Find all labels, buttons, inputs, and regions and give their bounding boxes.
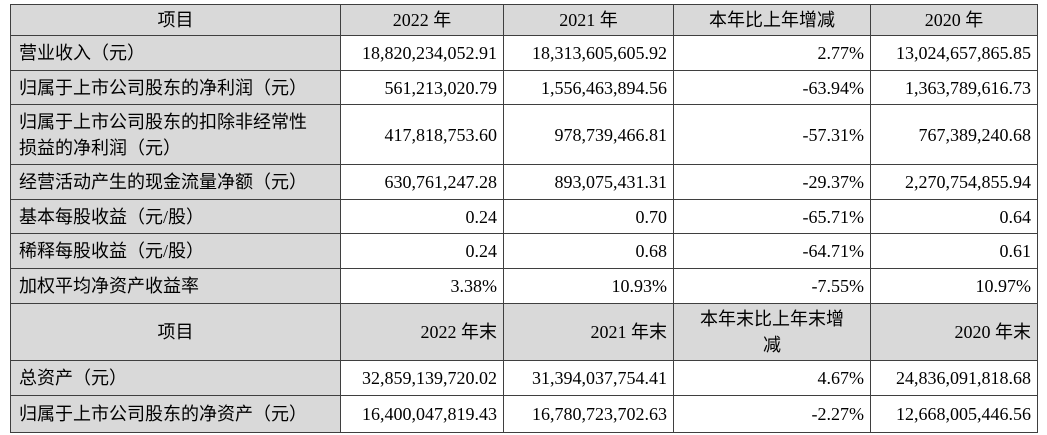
annual-header-row: 项目 2022 年 2021 年 本年比上年增减 2020 年 bbox=[10, 4, 1038, 36]
row-label: 总资产（元） bbox=[10, 360, 341, 396]
row-label: 稀释每股收益（元/股） bbox=[10, 233, 341, 269]
eoy-header-row: 项目 2022 年末 2021 年末 本年末比上年末增 减 2020 年末 bbox=[10, 303, 1038, 361]
header-cell-2021: 2021 年 bbox=[503, 4, 674, 36]
value-2020: 0.61 bbox=[870, 233, 1038, 269]
row-label: 归属于上市公司股东的扣除非经常性 损益的净利润（元） bbox=[10, 104, 341, 165]
value-change: -57.31% bbox=[673, 104, 871, 165]
value-change: -63.94% bbox=[673, 70, 871, 105]
value-2021: 31,394,037,754.41 bbox=[503, 360, 674, 396]
row-weighted-avg-roe: 加权平均净资产收益率 3.38% 10.93% -7.55% 10.97% bbox=[10, 268, 1038, 304]
row-label: 归属于上市公司股东的净资产（元） bbox=[10, 395, 341, 433]
value-change: -64.71% bbox=[673, 233, 871, 269]
value-2022: 417,818,753.60 bbox=[340, 104, 504, 165]
value-change: -65.71% bbox=[673, 199, 871, 234]
value-2020: 24,836,091,818.68 bbox=[870, 360, 1038, 396]
value-2022: 32,859,139,720.02 bbox=[340, 360, 504, 396]
row-label: 基本每股收益（元/股） bbox=[10, 199, 341, 234]
value-2021: 18,313,605,605.92 bbox=[503, 35, 674, 71]
value-2022: 18,820,234,052.91 bbox=[340, 35, 504, 71]
value-2020: 767,389,240.68 bbox=[870, 104, 1038, 165]
value-2022: 0.24 bbox=[340, 199, 504, 234]
value-2021: 893,075,431.31 bbox=[503, 164, 674, 200]
key-financials-table: 项目 2022 年 2021 年 本年比上年增减 2020 年 营业收入（元） … bbox=[10, 4, 1038, 433]
value-change: -29.37% bbox=[673, 164, 871, 200]
value-2021: 16,780,723,702.63 bbox=[503, 395, 674, 433]
row-operating-revenue: 营业收入（元） 18,820,234,052.91 18,313,605,605… bbox=[10, 35, 1038, 71]
row-net-assets: 归属于上市公司股东的净资产（元） 16,400,047,819.43 16,78… bbox=[10, 395, 1038, 433]
value-change: -7.55% bbox=[673, 268, 871, 304]
row-label: 营业收入（元） bbox=[10, 35, 341, 71]
value-change: 4.67% bbox=[673, 360, 871, 396]
value-2022: 561,213,020.79 bbox=[340, 70, 504, 105]
header-cell-change-eoy: 本年末比上年末增 减 bbox=[673, 303, 871, 361]
header-cell-2021-eoy: 2021 年末 bbox=[503, 303, 674, 361]
value-2021: 0.70 bbox=[503, 199, 674, 234]
value-2020: 13,024,657,865.85 bbox=[870, 35, 1038, 71]
value-2020: 2,270,754,855.94 bbox=[870, 164, 1038, 200]
value-change: 2.77% bbox=[673, 35, 871, 71]
value-2021: 0.68 bbox=[503, 233, 674, 269]
row-label: 归属于上市公司股东的净利润（元） bbox=[10, 70, 341, 105]
row-net-profit: 归属于上市公司股东的净利润（元） 561,213,020.79 1,556,46… bbox=[10, 70, 1038, 105]
value-2022: 0.24 bbox=[340, 233, 504, 269]
value-2022: 3.38% bbox=[340, 268, 504, 304]
header-cell-2022-eoy: 2022 年末 bbox=[340, 303, 504, 361]
value-2021: 10.93% bbox=[503, 268, 674, 304]
value-2021: 1,556,463,894.56 bbox=[503, 70, 674, 105]
row-label: 加权平均净资产收益率 bbox=[10, 268, 341, 304]
row-diluted-eps: 稀释每股收益（元/股） 0.24 0.68 -64.71% 0.61 bbox=[10, 233, 1038, 269]
value-2020: 12,668,005,446.56 bbox=[870, 395, 1038, 433]
header-cell-change: 本年比上年增减 bbox=[673, 4, 871, 36]
header-cell-2022: 2022 年 bbox=[340, 4, 504, 36]
value-2020: 0.64 bbox=[870, 199, 1038, 234]
header-cell-2020: 2020 年 bbox=[870, 4, 1038, 36]
value-2020: 10.97% bbox=[870, 268, 1038, 304]
row-net-profit-excl-nonrecurring: 归属于上市公司股东的扣除非经常性 损益的净利润（元） 417,818,753.6… bbox=[10, 104, 1038, 165]
row-operating-cash-flow: 经营活动产生的现金流量净额（元） 630,761,247.28 893,075,… bbox=[10, 164, 1038, 200]
row-label: 经营活动产生的现金流量净额（元） bbox=[10, 164, 341, 200]
row-basic-eps: 基本每股收益（元/股） 0.24 0.70 -65.71% 0.64 bbox=[10, 199, 1038, 234]
header-cell-item: 项目 bbox=[10, 4, 341, 36]
value-2022: 630,761,247.28 bbox=[340, 164, 504, 200]
row-total-assets: 总资产（元） 32,859,139,720.02 31,394,037,754.… bbox=[10, 360, 1038, 396]
header-cell-2020-eoy: 2020 年末 bbox=[870, 303, 1038, 361]
value-2022: 16,400,047,819.43 bbox=[340, 395, 504, 433]
value-2021: 978,739,466.81 bbox=[503, 104, 674, 165]
header-cell-item: 项目 bbox=[10, 303, 341, 361]
value-2020: 1,363,789,616.73 bbox=[870, 70, 1038, 105]
value-change: -2.27% bbox=[673, 395, 871, 433]
